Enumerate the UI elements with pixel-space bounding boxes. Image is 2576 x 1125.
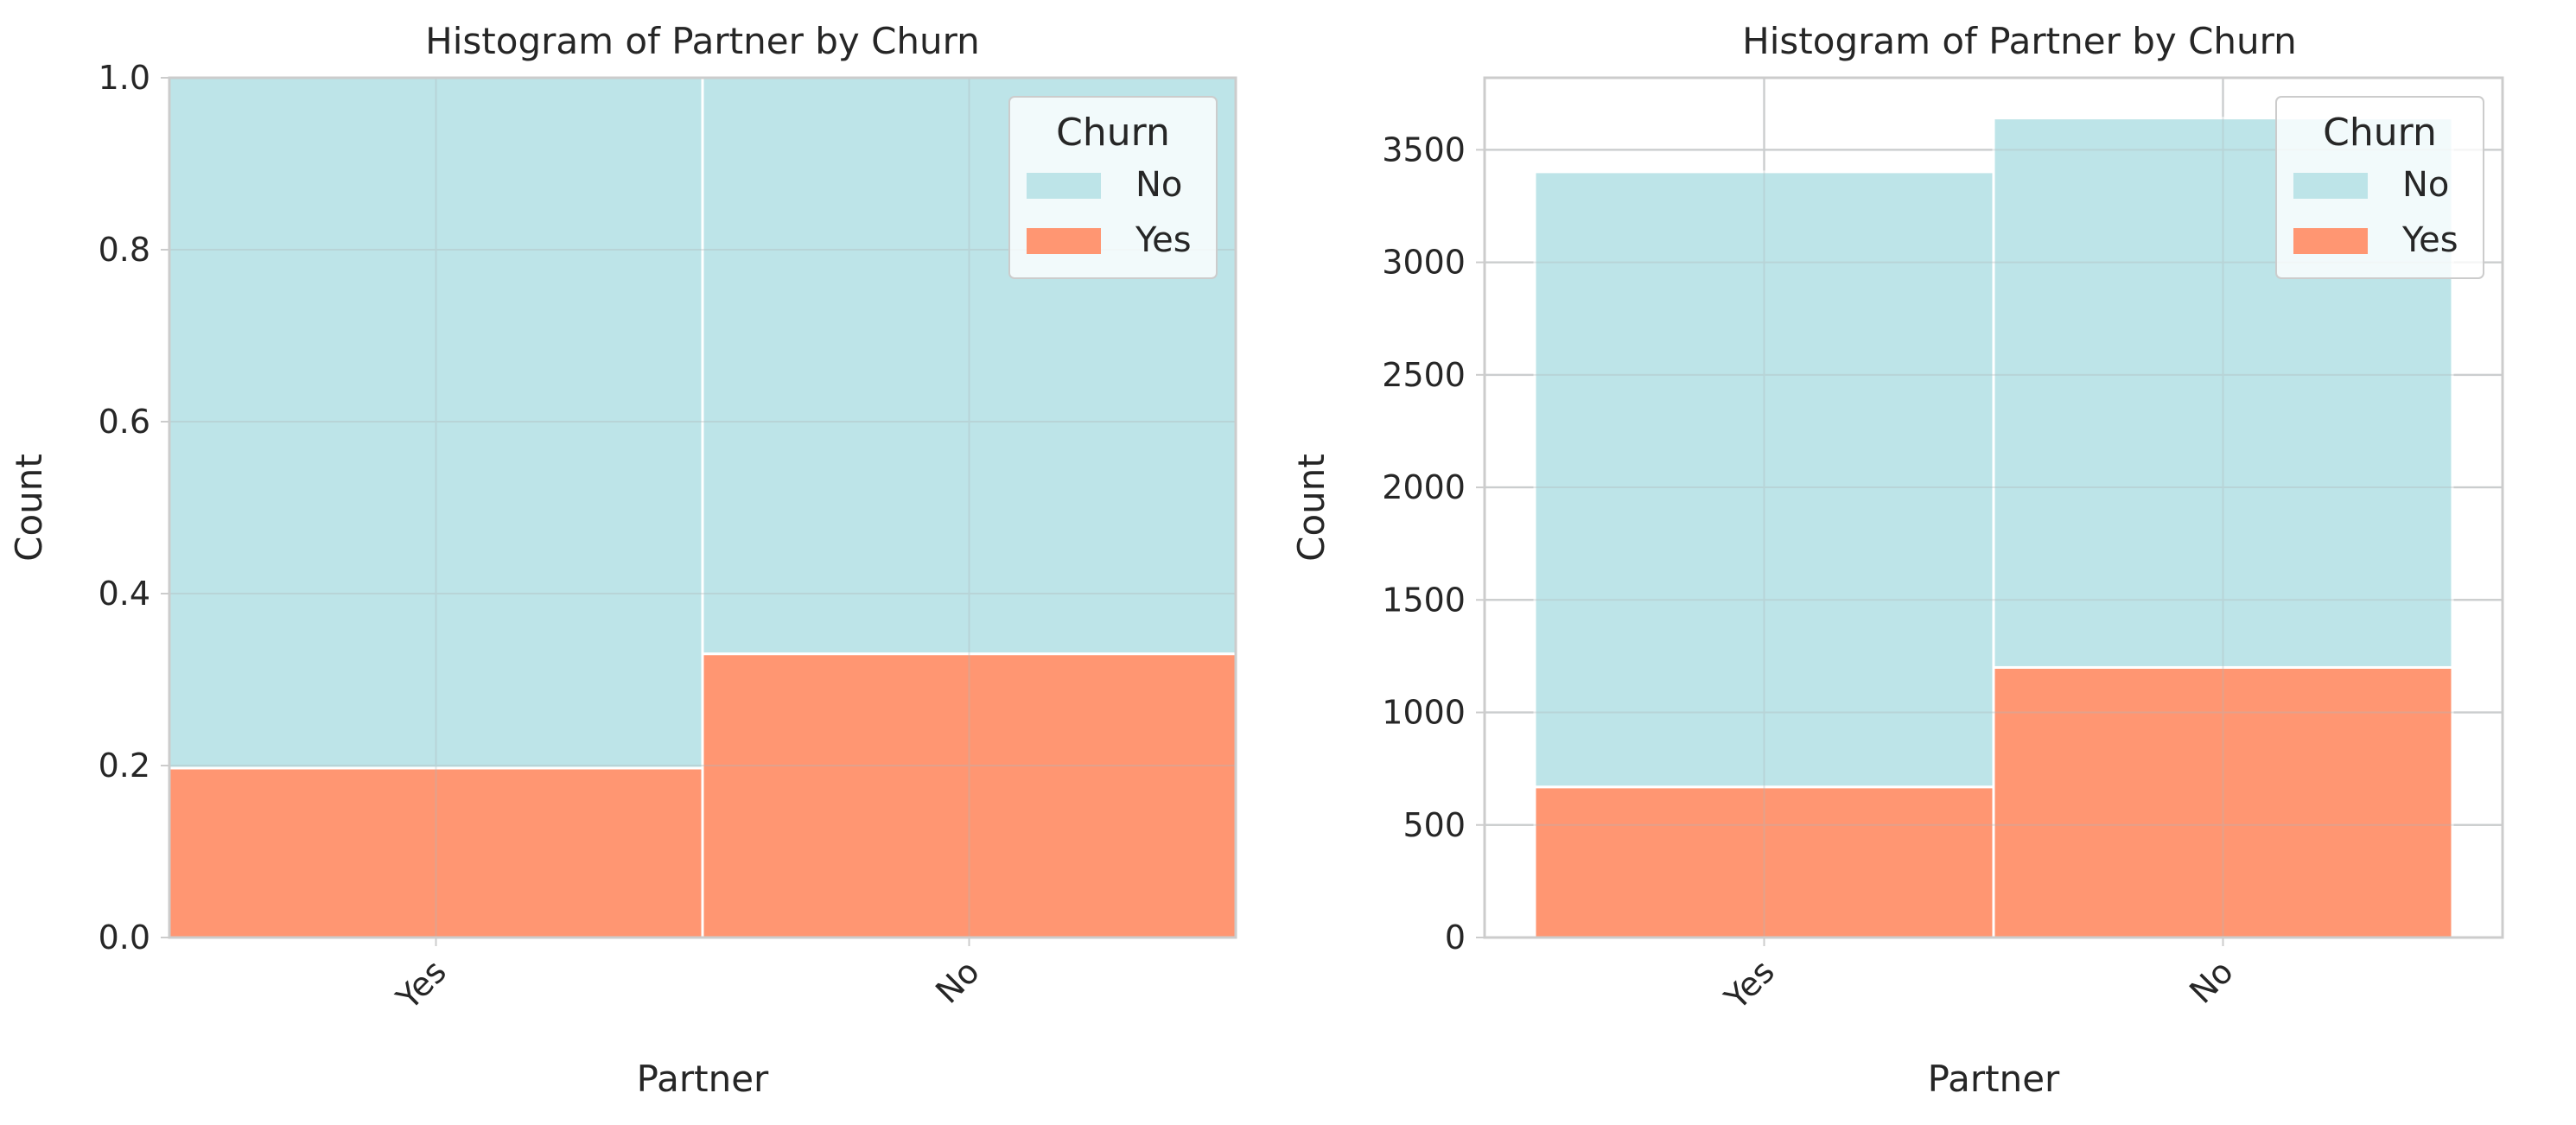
plot-frame [1483,76,2504,939]
grid-overlay [1485,78,2503,938]
y-tick-label: 3000 [1382,244,1466,282]
x-tick-label: No [2182,952,2241,1011]
chart-title: Histogram of Partner by Churn [1742,20,2297,62]
legend: Churn No Yes [1008,96,1218,279]
y-tick-label: 0.2 [99,747,150,785]
x-tick-label: Yes [1717,952,1782,1017]
legend: Churn No Yes [2275,96,2484,279]
chart-title: Histogram of Partner by Churn [425,20,980,62]
x-tick-label: Yes [389,952,454,1017]
plot-frame [168,76,1237,939]
y-tick-label: 0.8 [99,231,150,269]
x-axis-label: Partner [1928,1058,2060,1100]
legend-label-yes: Yes [1135,220,1192,260]
legend-label-no: No [1135,165,1182,205]
x-axis-label: Partner [637,1058,769,1100]
grid-overlay [169,78,1236,938]
y-axis-label: Count [8,454,50,562]
bars [1533,117,2454,939]
bar-no-yes [168,76,704,770]
legend-label-yes: Yes [2401,220,2458,260]
x-tick-label: No [928,952,987,1011]
legend-title: Churn [1056,111,1170,155]
legend-swatch-no [2293,173,2368,199]
bar-no-yes [1533,170,1995,789]
y-axis-label: Count [1290,454,1333,562]
bar-yes-yes [1533,785,1995,939]
y-tick-label: 0.6 [99,403,150,441]
y-tick-label: 1.0 [99,59,150,97]
y-tick-label: 0.4 [99,575,150,613]
legend-swatch-yes [1027,228,1101,254]
legend-label-no: No [2402,165,2449,205]
y-tick-label: 1500 [1382,581,1466,619]
legend-swatch-no [1027,173,1101,199]
y-tick-label: 1000 [1382,694,1466,732]
y-tick-label: 0.0 [99,918,150,957]
bar-yes-no [701,652,1237,939]
y-tick-label: 3500 [1382,130,1466,168]
chart-right: 0 500 1000 1500 2000 2500 3000 3500 Yes No Histogr… [1290,20,2504,1100]
legend-title: Churn [2323,111,2437,155]
bar-yes-no [1992,665,2454,939]
y-tick-label: 500 [1402,806,1466,844]
y-tick-label: 0 [1445,918,1466,957]
y-tick-label: 2500 [1382,356,1466,394]
y-tick-label: 2000 [1382,468,1466,506]
chart-left: 0.0 0.2 0.4 0.6 0.8 1.0 Yes No Histogram of Part… [8,20,1237,1100]
legend-swatch-yes [2293,228,2368,254]
